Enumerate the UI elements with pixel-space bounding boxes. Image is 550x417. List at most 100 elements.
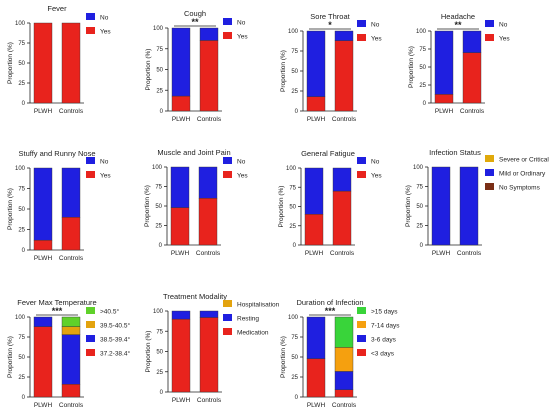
legend-swatch — [485, 183, 494, 190]
y-axis-label: Proportion (%) — [7, 188, 14, 230]
legend-swatch — [357, 335, 366, 342]
x-tick-label: PLWH — [432, 250, 451, 257]
legend-swatch — [357, 321, 366, 328]
y-tick-label: 100 — [15, 315, 26, 321]
bar-38-5-39-4--plwh — [33, 316, 53, 327]
legend-label: Medication — [237, 330, 269, 337]
bar-39-5-40-5--controls — [61, 326, 81, 335]
y-tick-label: 0 — [423, 101, 427, 107]
legend-swatch — [357, 20, 366, 27]
x-tick-label: Controls — [197, 116, 222, 123]
legend-label: Yes — [371, 36, 382, 43]
legend-label: No — [100, 15, 109, 22]
legend-label: 3-6 days — [371, 337, 397, 344]
x-tick-label: PLWH — [34, 402, 53, 409]
chart-headache: Headache** 0 25 50 75 100 Proportion (%) PLWH Co… — [408, 12, 510, 115]
x-tick-label: Controls — [197, 397, 222, 404]
bar-resting-controls — [199, 310, 219, 318]
y-tick-label: 25 — [291, 375, 298, 381]
x-tick-label: Controls — [59, 255, 84, 262]
significance-label: * — [328, 20, 332, 30]
x-tick-label: Controls — [457, 250, 482, 257]
bar-no-controls — [199, 27, 219, 41]
legend-label: No — [100, 159, 109, 166]
x-tick-label: Controls — [196, 250, 221, 257]
y-axis-label: Proportion (%) — [405, 185, 412, 227]
y-axis-label: Proportion (%) — [145, 331, 152, 373]
legend-swatch — [485, 20, 494, 27]
y-tick-label: 0 — [22, 101, 26, 107]
y-tick-label: 50 — [155, 204, 162, 210]
x-tick-label: Controls — [330, 250, 355, 257]
bar-medication-controls — [199, 317, 219, 393]
bar-yes-plwh — [33, 22, 53, 104]
legend-swatch — [223, 300, 232, 307]
x-tick-label: PLWH — [34, 108, 53, 115]
legend-swatch — [223, 18, 232, 25]
y-tick-label: 75 — [156, 329, 163, 335]
bar-yes-controls — [199, 40, 219, 112]
legend-swatch — [357, 349, 366, 356]
chart-sore_throat: Sore Throat* 0 25 50 75 100 Proportion (%) PLWH… — [280, 12, 382, 123]
y-axis-label: Proportion (%) — [408, 46, 415, 88]
y-tick-label: 0 — [420, 243, 424, 249]
bar-no-plwh — [171, 27, 191, 97]
chart-infection_status: Infection Status 0 25 50 75 100 Proportion (%)… — [405, 148, 549, 257]
bar-no-plwh — [304, 167, 324, 215]
y-tick-label: 0 — [160, 109, 164, 115]
legend-label: Yes — [100, 173, 111, 180]
legend-label: Yes — [237, 34, 248, 41]
legend-label: Mild or Ordinary — [499, 171, 546, 178]
legend-swatch — [357, 34, 366, 41]
bar-no-plwh — [170, 166, 190, 208]
significance-label: ** — [191, 17, 199, 27]
bar-yes-controls — [332, 190, 352, 246]
y-tick-label: 50 — [289, 205, 296, 211]
x-tick-label: PLWH — [307, 402, 326, 409]
y-tick-label: 50 — [18, 355, 25, 361]
legend-label: >15 days — [371, 309, 398, 316]
chart-title: Muscle and Joint Pain — [157, 148, 230, 157]
legend-label: Yes — [499, 36, 510, 43]
y-tick-label: 100 — [416, 29, 427, 35]
legend-label: Severe or Critical — [499, 157, 549, 164]
legend-swatch — [86, 157, 95, 164]
y-tick-label: 75 — [419, 47, 426, 53]
legend-label: Resting — [237, 316, 259, 323]
legend-swatch — [357, 171, 366, 178]
bar-no-controls — [332, 167, 352, 192]
y-tick-label: 100 — [413, 165, 424, 171]
legend-swatch — [485, 34, 494, 41]
y-tick-label: 0 — [160, 390, 164, 396]
bar-3-6-days-controls — [334, 371, 354, 390]
y-tick-label: 50 — [156, 68, 163, 74]
bar-yes-controls — [334, 40, 354, 112]
y-tick-label: 100 — [153, 26, 164, 32]
y-tick-label: 0 — [159, 243, 163, 249]
y-tick-label: 100 — [15, 166, 26, 172]
legend-label: No — [371, 22, 380, 29]
bar-no-controls — [334, 30, 354, 41]
y-tick-label: 0 — [293, 243, 297, 249]
bar-yes-controls — [462, 52, 482, 104]
y-tick-label: 50 — [291, 355, 298, 361]
bar-yes-plwh — [304, 213, 324, 246]
bar-no-plwh — [306, 30, 326, 97]
chart-duration: Duration of Infection*** 0 25 50 75 100 Propor… — [280, 298, 400, 409]
y-axis-label: Proportion (%) — [7, 42, 14, 84]
y-tick-label: 75 — [291, 335, 298, 341]
legend-label: 37.2-38.4° — [100, 350, 130, 358]
y-tick-label: 0 — [22, 395, 26, 401]
legend-swatch — [86, 27, 95, 34]
bar-yes-plwh — [170, 207, 190, 246]
significance-label: *** — [325, 306, 336, 316]
chart-title: Headache — [441, 12, 475, 21]
y-axis-label: Proportion (%) — [7, 336, 14, 378]
y-tick-label: 25 — [419, 83, 426, 89]
chart-cough: Cough** 0 25 50 75 100 Proportion (%) PLWH Contr… — [145, 9, 248, 123]
y-tick-label: 50 — [291, 69, 298, 75]
x-tick-label: PLWH — [172, 116, 191, 123]
y-tick-label: 25 — [289, 224, 296, 230]
legend-swatch — [485, 155, 494, 162]
